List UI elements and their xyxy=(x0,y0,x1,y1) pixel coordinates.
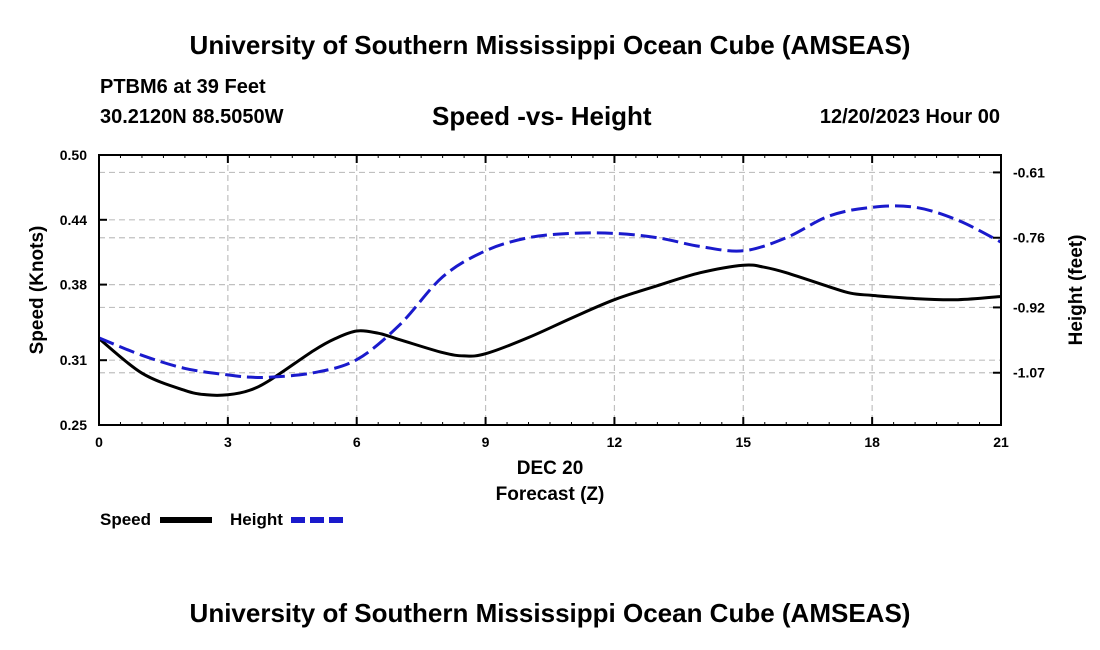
y-right-tick-label: -0.61 xyxy=(1013,164,1045,180)
forecast-datetime: 12/20/2023 Hour 00 xyxy=(819,106,1000,128)
y-right-tick-label: -0.76 xyxy=(1013,230,1045,246)
y-left-tick-label: 0.31 xyxy=(60,352,87,368)
chart-subtitle: Speed -vs- Height xyxy=(432,101,652,131)
x-tick-label: 18 xyxy=(864,434,880,450)
x-axis-date-label: DEC 20 xyxy=(517,458,584,479)
y-right-tick-label: -0.92 xyxy=(1013,299,1045,315)
legend: Speed Height xyxy=(100,510,343,529)
coordinates-label: 30.2120N 88.5050W xyxy=(100,106,284,128)
x-tick-label: 3 xyxy=(224,434,232,450)
x-tick-label: 6 xyxy=(353,434,361,450)
x-tick-label: 15 xyxy=(735,434,751,450)
y-left-tick-label: 0.44 xyxy=(60,212,87,228)
x-tick-label: 12 xyxy=(607,434,623,450)
chart-title: University of Southern Mississippi Ocean… xyxy=(189,30,911,60)
series-layer xyxy=(98,204,1002,397)
tick-layer: 0 3 6 9 12 15 18 21 0.25 0.31 0.38 0.44 0.50 -1.07 -0.… xyxy=(60,147,1045,450)
plot-frame xyxy=(98,154,1002,426)
footer-title: University of Southern Mississippi Ocean… xyxy=(189,598,911,628)
series-line-speed xyxy=(98,263,1002,397)
x-tick-label: 0 xyxy=(95,434,103,450)
y-axis-right-title: Height (feet) xyxy=(1066,235,1087,346)
legend-speed-label: Speed xyxy=(100,510,151,529)
series-line-height xyxy=(98,204,1002,380)
grid-layer xyxy=(99,155,1001,425)
legend-height-label: Height xyxy=(230,510,283,529)
x-axis-title: Forecast (Z) xyxy=(496,484,605,505)
y-left-tick-label: 0.50 xyxy=(60,147,87,163)
y-right-tick-label: -1.07 xyxy=(1013,365,1045,381)
y-axis-left-title: Speed (Knots) xyxy=(27,226,48,355)
station-label: PTBM6 at 39 Feet xyxy=(100,76,266,98)
y-left-tick-label: 0.25 xyxy=(60,417,87,433)
x-tick-label: 9 xyxy=(482,434,490,450)
y-left-tick-label: 0.38 xyxy=(60,277,87,293)
x-tick-label: 21 xyxy=(993,434,1009,450)
